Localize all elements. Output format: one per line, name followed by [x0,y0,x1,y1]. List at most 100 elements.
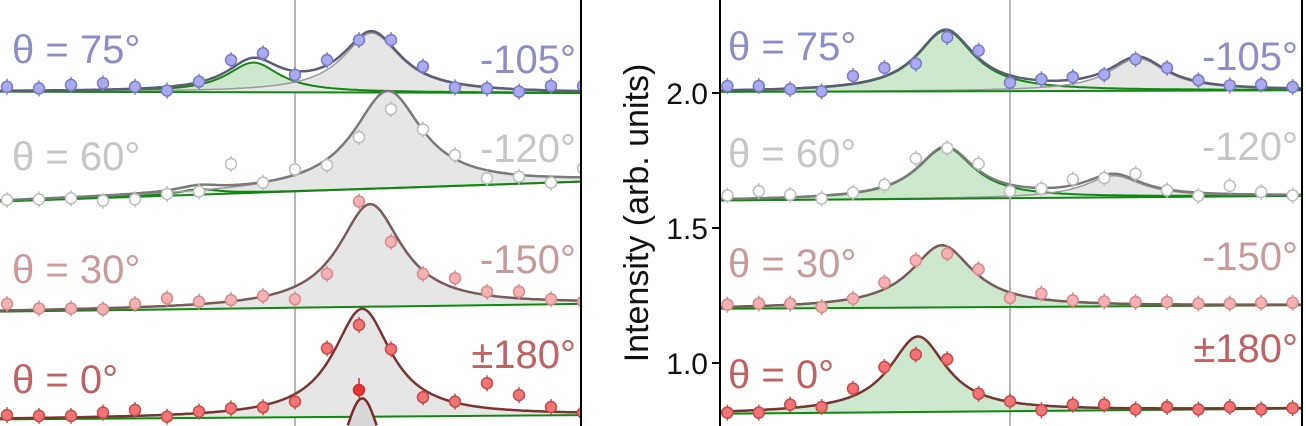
data-point [448,81,462,94]
data-point [256,289,270,303]
peak-fill-grey [0,91,581,202]
partial-fit-line [346,397,378,426]
data-point [512,285,526,298]
data-point [1160,61,1174,75]
total-fit-line [0,89,581,202]
data-point [160,187,174,201]
data-point [224,293,238,307]
data-point [909,348,923,361]
data-point [1286,296,1299,310]
data-point [320,158,334,172]
data-point [416,267,430,281]
data-point [752,185,766,198]
data-point [846,186,860,199]
series-label: θ = 75° [728,25,856,69]
data-point [721,406,734,419]
data-point [384,102,398,116]
data-point [1066,70,1080,84]
data-point [480,377,494,390]
series-right-label: -120° [1202,125,1298,169]
left-panel [0,0,581,426]
series-right-label: -120° [480,127,576,171]
data-point [576,162,581,175]
data-point [32,82,46,95]
data-point [846,382,860,395]
series-label: θ = 0° [12,358,118,402]
data-point [1066,173,1080,186]
data-point [32,302,46,315]
data-point [448,395,462,408]
data-point [288,293,302,306]
data-point [416,391,430,404]
data-point [512,85,526,98]
data-point [320,267,334,281]
data-point [1192,74,1205,87]
data-point [128,80,142,94]
data-point [64,192,78,205]
data-point [752,79,766,93]
series-right-label: -150° [480,238,576,282]
data-point [1192,189,1205,203]
partial-peak-fill [347,398,377,426]
baseline-line [0,302,581,313]
data-point [160,410,174,423]
y-tick-label: 1.5 [666,213,708,246]
data-point [721,298,734,311]
data-point [1129,295,1142,309]
data-point [1035,182,1048,195]
y-tick-label: 1.0 [666,348,708,381]
data-point [224,157,238,171]
data-point [752,406,766,419]
data-point [160,291,174,305]
data-point [352,131,366,144]
data-point [192,295,206,308]
data-point [878,61,891,75]
data-point [1097,398,1111,411]
data-point [512,170,526,183]
data-point [815,300,828,314]
data-point [1066,294,1080,307]
peak-fill-grey [720,175,1301,201]
data-point [416,60,430,73]
data-point [1003,76,1017,89]
data-point [256,47,270,60]
data-point [192,75,206,88]
data-point [544,79,558,93]
data-point [544,400,558,414]
data-point [576,295,581,308]
data-point [909,152,923,165]
data-point [815,85,828,98]
data-point [128,403,142,417]
data-point [878,276,891,289]
series-label: θ = 30° [12,248,140,292]
data-point [1129,403,1142,416]
data-point [256,401,270,414]
data-point [940,141,954,155]
data-point [96,303,110,316]
data-point [1254,296,1268,310]
data-point [940,247,954,260]
axes: Intensity (arb. units) 2.0 1.5 1.0 [580,0,1303,426]
series-label: θ = 60° [12,135,140,179]
data-point [1003,291,1017,305]
series-right-label: ±180° [471,333,576,377]
series-right-label: -105° [480,38,576,82]
y-axis-label: Intensity (arb. units) [618,64,656,363]
data-point [878,360,891,374]
data-point [940,352,954,366]
data-point [721,79,734,93]
data-point [1066,398,1080,411]
data-point [480,285,494,298]
data-point [1097,171,1111,185]
data-point [576,80,581,92]
series-label: θ = 60° [728,132,856,176]
data-point [846,69,860,83]
series-right-label: -105° [1202,35,1298,79]
data-point [815,400,828,414]
data-point [1097,68,1111,81]
series-right-label: -150° [1202,235,1298,279]
series-right-label: ±180° [1193,327,1298,371]
data-point [1254,185,1268,199]
data-point [224,402,238,415]
data-point [0,297,14,311]
